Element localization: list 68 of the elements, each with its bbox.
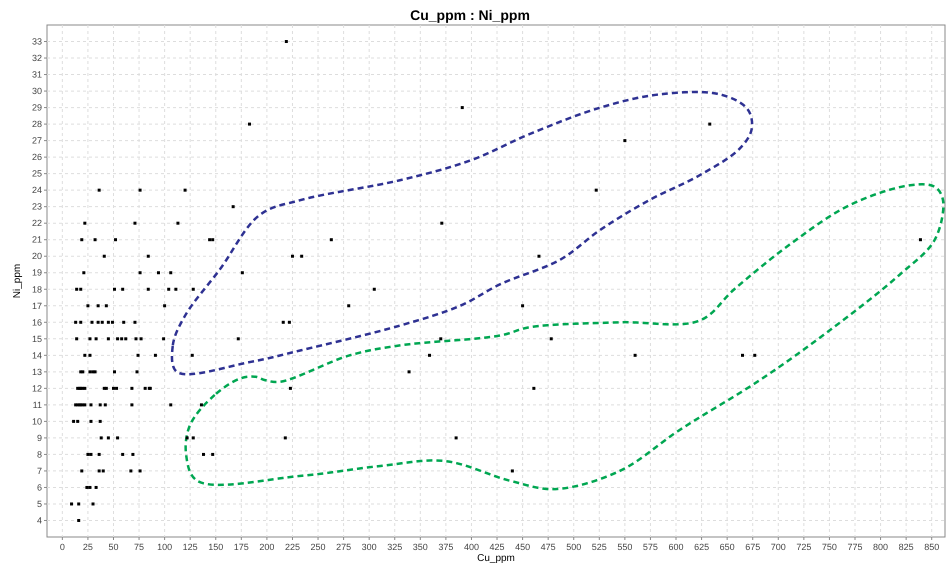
y-tick-label: 15 [32,334,42,344]
x-tick-label: 575 [642,542,658,552]
y-tick-label: 5 [36,498,42,509]
y-tick-label: 31 [32,70,42,80]
x-tick-label: 850 [924,542,940,552]
y-tick-label: 14 [32,350,42,360]
x-tick-label: 175 [234,542,249,552]
x-tick-label: 150 [208,542,224,552]
x-tick-label: 475 [540,542,556,552]
x-tick-label: 25 [82,542,93,552]
x-tick-label: 450 [515,542,530,552]
x-tick-label: 300 [362,542,377,552]
x-tick-label: 650 [720,542,735,552]
x-tick-label: 225 [284,542,300,552]
x-tick-label: 325 [387,542,402,552]
y-tick-label: 19 [32,268,42,278]
x-tick-label: 400 [464,542,479,552]
y-tick-label: 23 [32,202,42,212]
x-tick-label: 250 [310,542,326,552]
x-tick-label: 525 [592,542,607,552]
y-tick-label: 4 [36,515,42,526]
x-tick-label: 700 [770,542,786,552]
y-tick-label: 13 [32,366,42,377]
x-axis-title: Cu_ppm [477,553,515,563]
x-tick-label: 500 [566,542,582,552]
y-tick-label: 18 [32,284,42,294]
y-tick-label: 9 [36,432,42,443]
x-tick-label: 675 [745,542,760,552]
x-tick-label: 275 [336,542,352,552]
x-tick-label: 625 [694,542,710,552]
x-tick-label: 825 [898,542,914,552]
y-tick-label: 30 [32,86,42,96]
y-tick-label: 20 [32,251,42,262]
x-tick-label: 725 [796,542,812,552]
y-tick-label: 17 [32,300,42,311]
y-tick-label: 33 [32,36,42,47]
y-tick-label: 28 [32,119,42,130]
x-tick-label: 75 [134,542,144,552]
y-tick-label: 7 [36,466,42,476]
y-tick-label: 6 [36,482,42,492]
x-tick-label: 200 [259,542,274,552]
x-tick-label: 425 [490,542,505,552]
y-tick-label: 16 [32,317,42,328]
x-tick-label: 50 [108,542,118,552]
y-tick-label: 32 [32,53,42,64]
y-tick-label: 25 [32,168,42,179]
chart-title: Cu_ppm : Ni_ppm [410,7,530,23]
x-tick-label: 750 [822,542,837,552]
y-tick-label: 27 [32,136,42,146]
y-tick-label: 22 [32,218,42,228]
x-tick-label: 775 [847,542,863,552]
x-tick-label: 800 [873,542,888,552]
x-tick-label: 125 [182,542,198,552]
y-tick-label: 26 [32,152,42,162]
y-tick-label: 8 [36,449,42,460]
y-axis-title: Ni_ppm [12,264,23,298]
y-tick-label: 10 [32,416,42,426]
y-tick-label: 12 [32,383,42,394]
x-tick-label: 350 [412,542,428,552]
x-tick-label: 0 [60,542,65,552]
y-tick-label: 11 [32,400,42,410]
y-tick-label: 24 [32,185,42,196]
x-tick-label: 550 [617,542,632,552]
y-tick-label: 29 [32,102,42,113]
x-tick-label: 100 [157,542,172,552]
y-tick-label: 21 [32,234,42,245]
x-tick-label: 600 [668,542,684,552]
x-tick-label: 375 [438,542,454,552]
